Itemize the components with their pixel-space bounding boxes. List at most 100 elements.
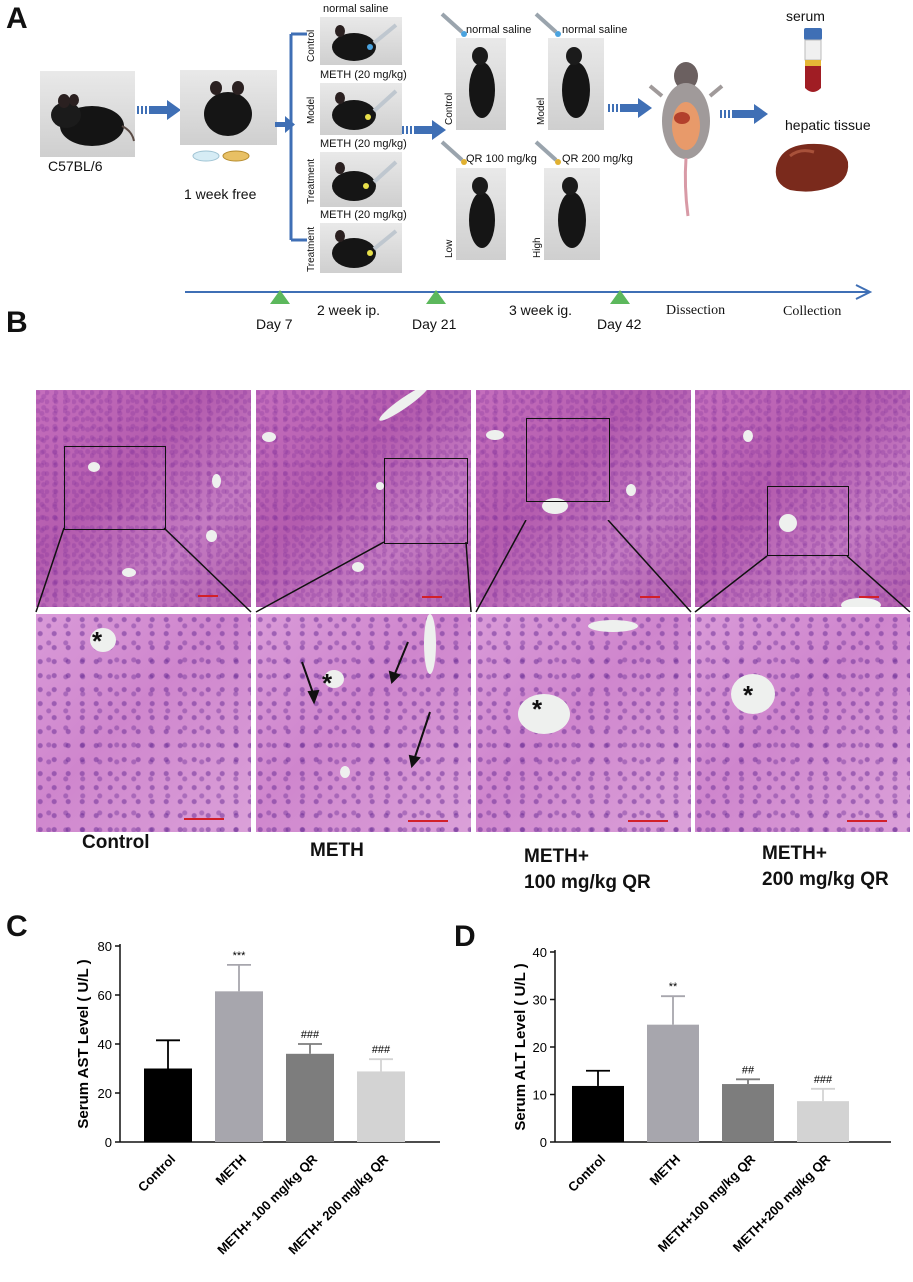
y-tick-label: 10 (533, 1088, 547, 1103)
injection-dose-label: normal saline (323, 3, 389, 15)
hanging-mouse-icon (558, 177, 586, 248)
gavage-syringe-icon (440, 140, 467, 165)
group-side-label: Model (536, 97, 547, 125)
bar (144, 1068, 192, 1142)
y-axis-label: Serum AST Level ( U/L ) (75, 959, 92, 1128)
tissue-label: hepatic tissue (785, 117, 871, 133)
condition-label: METH+ 100 mg/kg QR (524, 846, 651, 893)
bar (215, 991, 263, 1142)
y-tick-label: 20 (98, 1086, 112, 1101)
group-side-label: Model (306, 96, 317, 124)
lesion-arrow-icon (301, 641, 431, 769)
significance-label: ### (372, 1044, 391, 1056)
mouse-icon (51, 94, 135, 146)
timeline-step: Collection (783, 304, 842, 319)
injection-dose-label: METH (20 mg/kg) (320, 138, 407, 150)
group-side-label: Control (444, 92, 455, 125)
timeline-marker-icon (270, 290, 290, 304)
condition-label: METH (310, 840, 364, 861)
strain-label: C57BL/6 (48, 158, 103, 174)
syringe-mouse-icon (332, 89, 398, 130)
significance-label: *** (233, 950, 247, 962)
significance-label: ### (814, 1074, 833, 1086)
group-side-label: Control (306, 29, 317, 62)
group-side-label: Low (444, 239, 455, 258)
panel-label-d: D (454, 920, 476, 953)
category-label: Control (135, 1152, 178, 1195)
mouse-photo-c57 (40, 71, 135, 157)
significance-label: ** (669, 981, 678, 993)
mouse-photo-gavage (548, 38, 604, 130)
mouse-photo-injection (320, 83, 402, 135)
timeline-step: Dissection (666, 303, 726, 318)
syringe-mouse-icon (332, 23, 398, 61)
gavage-dose-label: normal saline (466, 24, 532, 36)
hanging-mouse-icon (562, 47, 590, 118)
timeline-day: Day 7 (256, 316, 293, 332)
histology-low-mag-meth (256, 390, 471, 607)
category-label: METH (212, 1152, 249, 1189)
zoom-connector-lines (35, 520, 911, 613)
timeline-phase: 2 week ip. (317, 302, 381, 318)
flow-arrow-icon (137, 100, 181, 120)
histology-high-mag-qr200: * (695, 614, 910, 832)
significance-label: ## (742, 1064, 755, 1076)
dissected-mouse-icon (648, 62, 724, 217)
ast-bar-chart: Serum AST Level ( U/L ) 0 20 40 60 80 Control *… (75, 939, 440, 1257)
group-bracket (275, 32, 307, 242)
syringe-mouse-icon (332, 160, 398, 201)
histology-high-mag-qr100: * (476, 614, 691, 832)
panel-label-c: C (6, 910, 28, 943)
mouse-photo-gavage (544, 168, 600, 260)
mouse-photo-gavage (456, 38, 506, 130)
mouse-photo-injection (320, 17, 402, 65)
y-tick-label: 40 (98, 1037, 112, 1052)
panel-label-b: B (6, 306, 28, 339)
gavage-dose-label: normal saline (562, 24, 628, 36)
bar (286, 1053, 334, 1142)
timeline-marker-icon (610, 290, 630, 304)
panel-label-a: A (6, 2, 28, 35)
group-side-label: High (532, 237, 543, 258)
group-side-label: Treatment (306, 226, 317, 272)
y-tick-label: 30 (533, 993, 547, 1008)
central-vein-asterisk: * (532, 694, 543, 724)
hanging-mouse-icon (469, 177, 495, 248)
y-tick-label: 40 (533, 945, 547, 960)
y-axis-label: Serum ALT Level ( U/L ) (512, 963, 529, 1130)
gavage-dose-label: QR 200 mg/kg (562, 153, 633, 165)
y-tick-label: 0 (105, 1135, 112, 1150)
histology-low-mag-qr200 (695, 390, 910, 607)
bar (572, 1085, 624, 1142)
mouse-photo-injection (320, 152, 402, 207)
bar (722, 1084, 774, 1142)
histology-low-mag-control (36, 390, 251, 607)
syringe-mouse-icon (332, 229, 398, 268)
histology-high-mag-meth: * (256, 614, 471, 832)
timeline-phase: 3 week ig. (509, 302, 573, 318)
group-side-label: Treatment (306, 158, 317, 204)
histology-high-mag-control: * (36, 614, 251, 832)
timeline-day: Day 42 (597, 316, 642, 332)
injection-dose-label: METH (20 mg/kg) (320, 209, 407, 221)
histology-low-mag-qr100 (476, 390, 691, 607)
gavage-syringe-icon (534, 12, 561, 37)
category-label: Control (565, 1152, 608, 1195)
mouse-icon (204, 81, 252, 136)
condition-label: METH+ 200 mg/kg QR (762, 843, 889, 890)
significance-label: ### (301, 1029, 320, 1041)
injection-dose-label: METH (20 mg/kg) (320, 69, 407, 81)
flow-arrow-icon (720, 104, 768, 124)
central-vein-asterisk: * (92, 626, 103, 656)
serum-tube-icon (804, 28, 822, 92)
condition-label: Control (82, 832, 150, 853)
gavage-syringe-icon (534, 140, 561, 165)
flow-arrow-icon (402, 120, 446, 140)
bar (647, 1024, 699, 1142)
timeline-arrow (185, 284, 873, 300)
flow-arrow-icon (608, 98, 652, 118)
y-tick-label: 80 (98, 939, 112, 954)
timeline-day: Day 21 (412, 316, 457, 332)
liver-icon (775, 143, 849, 192)
gavage-dose-label: QR 100 mg/kg (466, 153, 537, 165)
